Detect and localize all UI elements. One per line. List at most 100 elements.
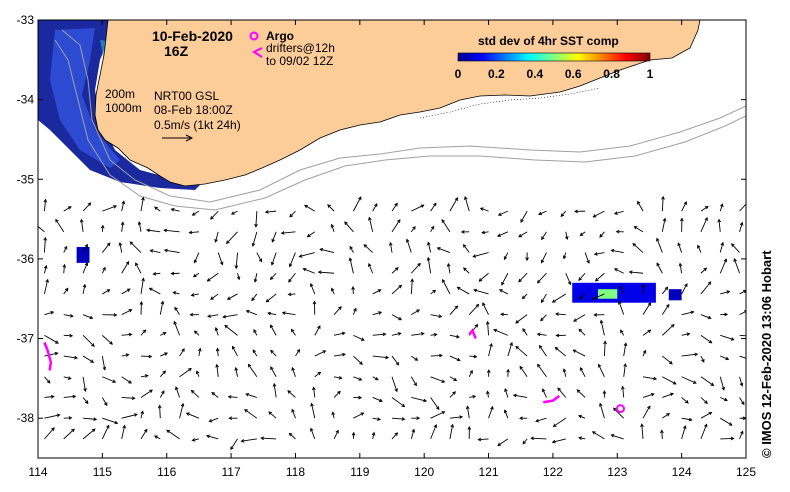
current-vector (430, 424, 438, 440)
current-vector (697, 244, 702, 253)
current-vector (591, 431, 605, 440)
drifter-legend-label: drifters@12h (266, 41, 335, 55)
current-vector (739, 201, 746, 212)
x-tick-label: 122 (543, 465, 563, 479)
current-vector (140, 329, 147, 336)
current-vector (227, 395, 238, 399)
current-vector (661, 303, 670, 315)
current-vector (224, 324, 238, 336)
current-vector (427, 241, 432, 253)
current-vector (564, 231, 569, 240)
current-vector (191, 210, 200, 216)
current-vector (291, 408, 296, 419)
current-vector (135, 262, 142, 274)
current-vector (371, 431, 376, 439)
current-vector (190, 389, 200, 398)
current-vector (521, 293, 528, 300)
current-vector (140, 196, 145, 212)
current-vector (272, 382, 277, 398)
current-vector (391, 417, 406, 421)
current-vector (121, 376, 132, 384)
current-vector (102, 335, 113, 345)
current-vector (82, 243, 88, 253)
current-vector (352, 307, 357, 315)
current-vector (719, 258, 728, 274)
current-vector (739, 355, 746, 359)
current-vector (486, 390, 490, 398)
current-vector (469, 354, 478, 359)
current-vector (539, 344, 547, 357)
sst-patch (597, 289, 618, 299)
current-vector (662, 413, 671, 419)
current-vector (519, 365, 528, 378)
current-vector (541, 231, 547, 241)
current-vector (102, 242, 111, 253)
current-vector (214, 327, 219, 336)
current-vector (344, 221, 354, 233)
current-vector (260, 436, 277, 441)
current-vector (554, 346, 567, 357)
current-vector (507, 341, 513, 357)
current-vector (430, 353, 443, 358)
current-vector (411, 416, 421, 421)
drifter-legend-to: to 09/02 12Z (266, 54, 333, 68)
current-vector (591, 293, 605, 300)
current-vector (63, 206, 72, 212)
current-vector (449, 376, 458, 382)
current-vector (295, 348, 301, 357)
current-vector (623, 342, 628, 357)
current-vector (63, 376, 72, 380)
current-vector (562, 368, 567, 377)
current-vector (620, 329, 625, 336)
colorbar-tick-label: 1 (647, 67, 654, 81)
colorbar-tick-label: 0.2 (488, 67, 505, 81)
current-vector (372, 376, 379, 381)
current-vector (599, 319, 605, 336)
current-vector (660, 429, 664, 439)
current-vector (465, 405, 470, 419)
current-vector (82, 397, 89, 405)
current-vector (515, 345, 528, 357)
colorbar-ticks: 0 0.2 0.4 0.6 0.8 1 (455, 67, 654, 81)
current-vector (632, 242, 644, 253)
colorbar-tick-label: 0.4 (526, 67, 543, 81)
current-vector (333, 306, 342, 315)
current-vector (170, 207, 180, 212)
current-vector (102, 205, 118, 212)
current-vector (719, 376, 726, 391)
current-vector (121, 413, 138, 419)
current-vector (391, 219, 401, 233)
current-vector (129, 241, 142, 253)
current-vector (256, 252, 263, 263)
current-vector (188, 230, 199, 235)
current-vector (593, 313, 605, 317)
current-vector (253, 328, 258, 336)
current-vector (536, 332, 547, 337)
current-vector (312, 386, 316, 398)
current-vector (642, 329, 652, 336)
sst-patch (668, 289, 682, 301)
current-vector (234, 366, 239, 377)
current-vector (430, 202, 437, 212)
current-vector (160, 332, 167, 336)
current-vector (245, 309, 257, 316)
current-vector (206, 272, 219, 282)
current-vector (63, 428, 75, 440)
current-vector (739, 430, 744, 440)
current-vector (121, 200, 126, 212)
current-vector (619, 285, 625, 295)
current-vector (264, 210, 277, 214)
current-vector (739, 221, 744, 232)
y-tick-label: -36 (17, 252, 35, 266)
current-vector (618, 300, 625, 315)
current-vector (463, 267, 470, 274)
current-vector (349, 245, 354, 253)
current-vector (198, 347, 202, 357)
current-vector (515, 314, 528, 324)
current-vector (210, 293, 219, 300)
current-vector (410, 262, 421, 274)
current-vector (121, 260, 130, 274)
current-vector (599, 402, 605, 419)
current-vector (140, 410, 144, 419)
argo-legend-label: Argo (266, 29, 294, 43)
